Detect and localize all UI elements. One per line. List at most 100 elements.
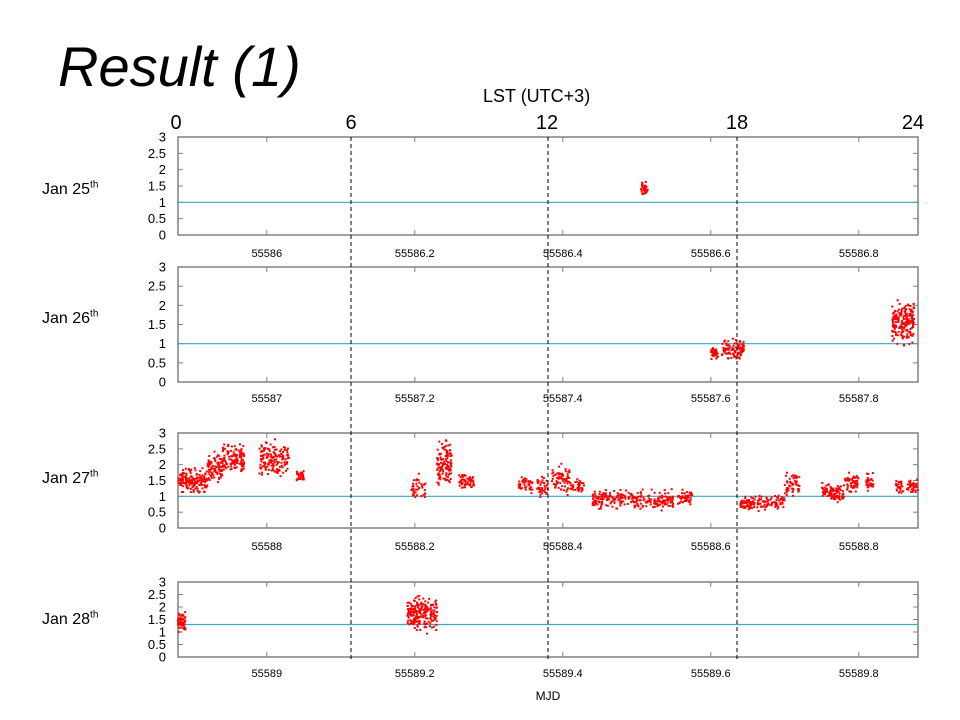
data-point: [286, 451, 289, 454]
data-point: [418, 486, 421, 489]
data-point: [200, 482, 203, 485]
data-point: [915, 482, 918, 485]
data-point: [231, 461, 234, 464]
data-point: [177, 623, 180, 626]
data-point: [525, 478, 528, 481]
data-point: [240, 449, 243, 452]
data-point: [427, 608, 430, 611]
data-point: [593, 492, 596, 495]
data-point: [723, 340, 726, 343]
data-point: [406, 604, 409, 607]
data-point: [412, 619, 415, 622]
data-point: [784, 492, 787, 495]
data-point: [214, 465, 217, 468]
data-point: [758, 499, 761, 502]
data-point: [531, 481, 534, 484]
data-point: [283, 449, 286, 452]
data-point: [437, 481, 440, 484]
data-point: [277, 461, 280, 464]
data-point: [199, 477, 202, 480]
data-point: [724, 349, 727, 352]
y-tick-label: 1: [159, 336, 166, 351]
data-point: [619, 499, 622, 502]
data-point: [297, 474, 300, 477]
data-point: [182, 469, 185, 472]
data-point: [893, 327, 896, 330]
data-point: [528, 487, 531, 490]
data-point: [227, 443, 230, 446]
y-tick-label: 3: [159, 130, 166, 145]
data-point: [220, 469, 223, 472]
data-point: [241, 459, 244, 462]
data-point: [183, 472, 186, 475]
data-point: [470, 486, 473, 489]
x-tick-label: 55588.2: [395, 541, 435, 553]
y-tick-label: 0: [159, 521, 166, 536]
data-point: [667, 492, 670, 495]
data-point: [636, 498, 639, 501]
data-point: [555, 480, 558, 483]
data-point: [177, 612, 180, 615]
data-point: [424, 614, 427, 617]
data-point: [620, 502, 623, 505]
data-point: [790, 475, 793, 478]
data-point: [905, 313, 908, 316]
data-point: [446, 457, 449, 460]
data-point: [900, 311, 903, 314]
data-point: [414, 488, 417, 491]
data-point: [213, 467, 216, 470]
data-point: [617, 494, 620, 497]
data-point: [798, 476, 801, 479]
data-point: [417, 606, 420, 609]
data-point: [901, 326, 904, 329]
data-point: [739, 340, 742, 343]
data-point: [738, 343, 741, 346]
data-point: [203, 484, 206, 487]
data-point: [723, 339, 726, 342]
data-point: [730, 348, 733, 351]
data-point: [287, 456, 290, 459]
data-point: [410, 608, 413, 611]
data-point: [274, 452, 277, 455]
data-point: [417, 604, 420, 607]
lst-tick-label: 6: [345, 112, 357, 134]
data-point: [726, 347, 729, 350]
data-point: [669, 505, 672, 508]
data-point: [235, 457, 238, 460]
data-point: [794, 474, 797, 477]
data-point: [177, 477, 180, 480]
data-point: [409, 622, 412, 625]
data-point: [661, 505, 664, 508]
data-point: [638, 499, 641, 502]
data-point: [574, 488, 577, 491]
data-point: [839, 489, 842, 492]
data-point: [894, 333, 897, 336]
data-point: [264, 467, 267, 470]
data-point: [669, 501, 672, 504]
data-point: [572, 488, 575, 491]
x-tick-label: 55588.8: [839, 541, 879, 553]
y-tick-label: 3: [159, 426, 166, 441]
data-point: [598, 493, 601, 496]
data-point: [430, 619, 433, 622]
data-point: [663, 503, 666, 506]
data-point: [201, 474, 204, 477]
data-point: [444, 477, 447, 480]
data-point: [738, 357, 741, 360]
data-point: [426, 617, 429, 620]
data-point: [423, 620, 426, 623]
data-point: [430, 614, 433, 617]
data-point: [275, 458, 278, 461]
data-point: [521, 479, 524, 482]
data-point: [897, 330, 900, 333]
data-point: [185, 484, 188, 487]
data-point: [569, 482, 572, 485]
data-point-cluster: [891, 299, 916, 347]
data-point: [231, 459, 234, 462]
data-point: [469, 482, 472, 485]
data-point: [734, 339, 737, 342]
data-point: [186, 477, 189, 480]
data-point: [742, 350, 745, 353]
data-point: [743, 502, 746, 505]
data-point: [277, 454, 280, 457]
